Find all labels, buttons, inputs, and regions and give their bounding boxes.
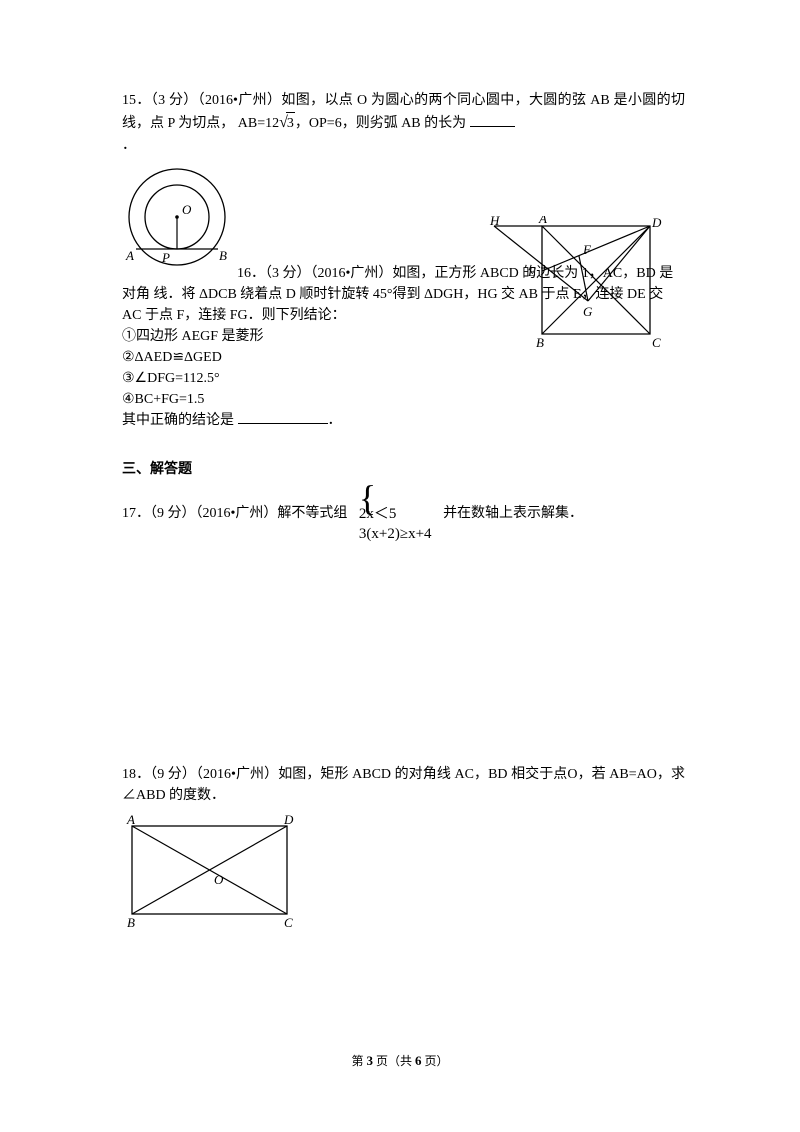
q15-q16-block: O A P B 16．（3 分）（2016•广州）如图，正方形 ABCD 的边长… [122, 156, 685, 431]
label-H: H [489, 216, 500, 228]
answer-blank [470, 113, 515, 127]
label-C2: C [652, 335, 661, 350]
label-B2: B [536, 335, 544, 350]
ineq-line2: 3(x+2)≥x+4 [359, 525, 432, 545]
sqrt-expression: √3 [279, 111, 295, 135]
q17-suffix: 并在数轴上表示解集． [443, 506, 583, 521]
q16-conclusion: 其中正确的结论是 ． [122, 410, 685, 431]
label-B: B [219, 248, 227, 263]
label-G: G [583, 304, 593, 319]
label-P: P [161, 250, 170, 265]
label-F: F [582, 242, 592, 257]
footer-post: 页） [422, 1054, 449, 1068]
label-O2: O [214, 872, 224, 887]
page-footer: 第 3 页（共 6 页） [0, 1051, 800, 1071]
question-18: 18．（9 分）（2016•广州）如图，矩形 ABCD 的对角线 AC，BD 相… [122, 764, 685, 939]
q15-period: ． [122, 135, 685, 156]
q16-item4: ④BC+FG=1.5 [122, 389, 685, 410]
section-3-title: 三、解答题 [122, 459, 685, 480]
label-D3: D [283, 814, 294, 827]
label-A2: A [538, 216, 547, 226]
question-17: 17．（9 分）（2016•广州）解不等式组 { 2x＜5 3(x+2)≥x+4… [122, 484, 685, 544]
label-D2: D [651, 216, 662, 230]
q18-text: 18．（9 分）（2016•广州）如图，矩形 ABCD 的对角线 AC，BD 相… [122, 764, 685, 806]
answer-blank-long [238, 410, 328, 424]
question-15: 15．（3 分）（2016•广州）如图，以点 O 为圆心的两个同心圆中，大圆的弦… [122, 90, 685, 156]
rectangle-diagram: A D B C O [122, 814, 685, 939]
label-A3: A [126, 814, 135, 827]
square-rotation-diagram: H A D F E G B C [480, 216, 665, 373]
label-C3: C [284, 915, 293, 930]
label-O: O [182, 202, 192, 217]
concentric-circles-diagram: O A P B [122, 162, 237, 284]
footer-mid: 页（共 [373, 1054, 415, 1068]
q15-text-part2: ，OP=6，则劣弧 AB 的长为 [295, 116, 470, 131]
q16-conclusion-end: ． [328, 413, 342, 428]
q17-prefix: 17．（9 分）（2016•广州）解不等式组 [122, 506, 351, 521]
label-B3: B [127, 915, 135, 930]
label-E: E [527, 264, 536, 279]
inequality-system: { 2x＜5 3(x+2)≥x+4 [359, 484, 432, 544]
q16-conclusion-text: 其中正确的结论是 [122, 413, 238, 428]
footer-pre: 第 [351, 1054, 366, 1068]
label-A: A [125, 248, 134, 263]
